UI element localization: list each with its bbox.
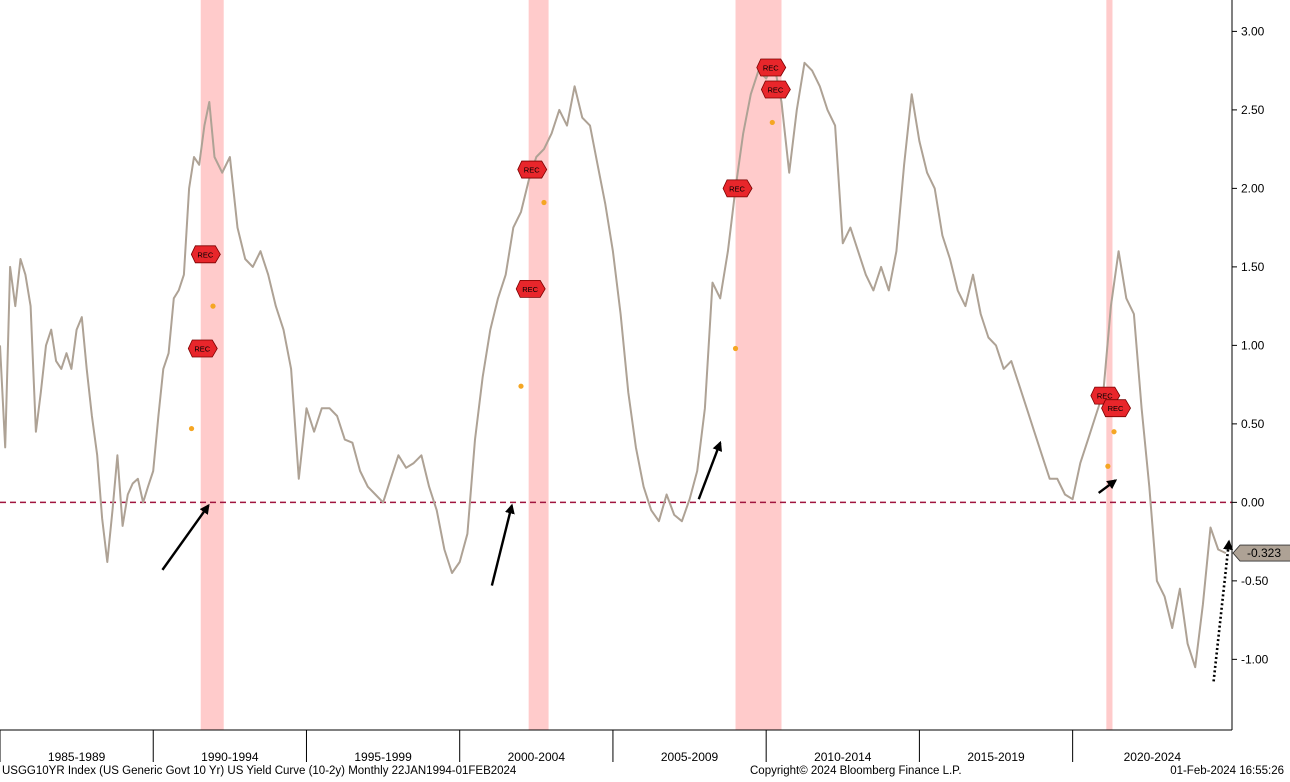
signal-point [1105, 463, 1111, 469]
trend-arrow [697, 440, 723, 500]
projection-arrow [1212, 539, 1234, 682]
y-tick-label: 1.00 [1241, 338, 1265, 352]
rec-marker [722, 179, 753, 198]
rec-marker [515, 279, 546, 298]
signal-point [1111, 429, 1117, 435]
rec-marker-label: REC [1108, 404, 1124, 413]
recession-band [1106, 0, 1113, 730]
rec-marker [756, 58, 787, 77]
signal-point [188, 425, 195, 432]
series-line [0, 61, 1227, 669]
y-tick-label: 3.00 [1241, 24, 1265, 38]
x-category-label: 2020-2024 [1124, 750, 1182, 764]
rec-marker-label: REC [194, 345, 210, 354]
x-category-label: 2015-2019 [967, 750, 1025, 764]
footer-timestamp: 01-Feb-2024 16:55:26 [1170, 765, 1284, 777]
signal-point [732, 345, 739, 352]
y-tick-label: 1.50 [1241, 260, 1265, 274]
rec-marker-label: REC [522, 285, 538, 294]
last-value-text: -0.323 [1247, 546, 1281, 560]
footer-description: USGG10YR Index (US Generic Govt 10 Yr) U… [2, 765, 517, 777]
last-value-label: -0.323 [1232, 544, 1290, 562]
rec-marker-label: REC [1097, 392, 1113, 401]
y-tick-label: -0.50 [1241, 574, 1269, 588]
signal-points [188, 119, 1117, 469]
rec-marker [187, 339, 218, 358]
x-category-label: 1985-1989 [48, 750, 106, 764]
rec-marker [190, 245, 221, 264]
signal-point [210, 303, 216, 309]
recession-band [735, 0, 782, 730]
x-category-label: 2010-2014 [814, 750, 872, 764]
rec-marker-label: REC [767, 85, 783, 94]
y-tick-label: 0.00 [1241, 495, 1265, 509]
x-category-label: 2005-2009 [661, 750, 719, 764]
footer-copyright: Copyright© 2024 Bloomberg Finance L.P. [750, 765, 962, 777]
annotation-arrows [161, 440, 1234, 682]
trend-arrow [161, 503, 210, 571]
y-tick-label: 0.50 [1241, 417, 1265, 431]
y-tick-label: -1.00 [1241, 652, 1269, 666]
rec-marker [517, 160, 548, 179]
rec-markers: REC REC REC REC REC REC REC REC REC [187, 58, 1132, 418]
y-tick-label: 2.00 [1241, 181, 1265, 195]
rec-marker-label: REC [524, 166, 540, 175]
signal-point [541, 199, 547, 206]
rec-marker-label: REC [763, 64, 779, 73]
recession-band [528, 0, 549, 730]
axes: 3.00 2.50 2.00 1.50 1.00 0.50 0.00 -0.50 -1.00 19… [0, 0, 1269, 764]
series-group [0, 61, 1227, 669]
x-category-label: 1995-1999 [354, 750, 412, 764]
recession-bands [200, 0, 1113, 730]
x-category-label: 1990-1994 [201, 750, 259, 764]
y-tick-label: 2.50 [1241, 103, 1265, 117]
trend-arrow [490, 503, 515, 586]
trend-arrow [1097, 479, 1118, 494]
rec-marker-label: REC [729, 184, 745, 193]
x-category-label: 2000-2004 [508, 750, 566, 764]
recession-band [200, 0, 224, 730]
last-value-box [1232, 544, 1290, 562]
rec-marker [1101, 399, 1132, 418]
signal-point [769, 119, 775, 126]
signal-point [518, 383, 524, 389]
rec-marker [760, 80, 791, 99]
rec-marker-label: REC [197, 250, 213, 259]
